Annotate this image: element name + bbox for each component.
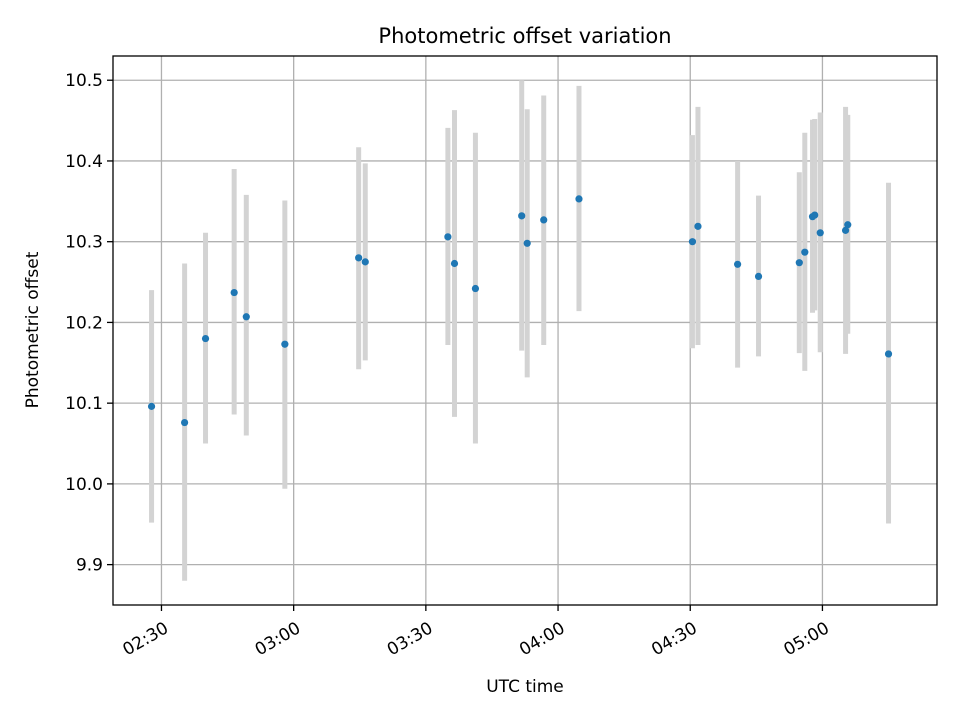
data-point <box>734 260 742 268</box>
data-point <box>518 212 526 220</box>
y-tick-label: 10.0 <box>65 475 103 495</box>
data-point <box>281 340 289 348</box>
data-point <box>450 259 459 268</box>
data-point <box>884 350 893 358</box>
data-point <box>361 258 369 266</box>
data-point <box>816 229 824 237</box>
data-point <box>147 402 156 410</box>
y-tick-label: 10.5 <box>65 71 103 91</box>
y-tick-label: 10.4 <box>65 152 103 172</box>
y-tick-label: 10.3 <box>65 233 103 253</box>
x-tick-label: 05:00 <box>780 618 832 660</box>
data-point <box>754 272 763 281</box>
chart-title: Photometric offset variation <box>378 24 671 48</box>
x-axis-label: UTC time <box>486 677 564 697</box>
point-layer <box>147 195 893 427</box>
data-point <box>444 233 452 241</box>
data-point <box>694 222 702 230</box>
x-tick-label: 04:00 <box>516 618 568 660</box>
data-point <box>795 259 803 267</box>
data-point <box>688 238 697 246</box>
data-point <box>471 284 480 293</box>
data-point <box>540 216 548 224</box>
data-point <box>844 221 852 229</box>
y-axis-label: Photometric offset <box>23 251 43 408</box>
data-point <box>181 418 189 427</box>
x-tick-label: 03:30 <box>384 618 436 660</box>
data-point <box>523 239 531 247</box>
x-tick-label: 04:30 <box>648 618 700 660</box>
errorbar-layer <box>149 80 892 581</box>
data-point <box>201 334 210 343</box>
x-tick-label: 02:30 <box>120 618 172 660</box>
data-point <box>230 288 238 297</box>
data-point <box>242 313 250 321</box>
data-point <box>355 254 363 262</box>
data-point <box>811 211 819 219</box>
y-tick-label: 9.9 <box>76 556 103 576</box>
x-tick-label: 03:00 <box>252 618 304 660</box>
plot-frame <box>112 55 938 606</box>
data-point <box>841 226 850 234</box>
y-tick-label: 10.2 <box>65 313 103 333</box>
data-point <box>575 195 583 203</box>
y-tick-label: 10.1 <box>65 394 103 414</box>
data-point <box>801 248 809 256</box>
